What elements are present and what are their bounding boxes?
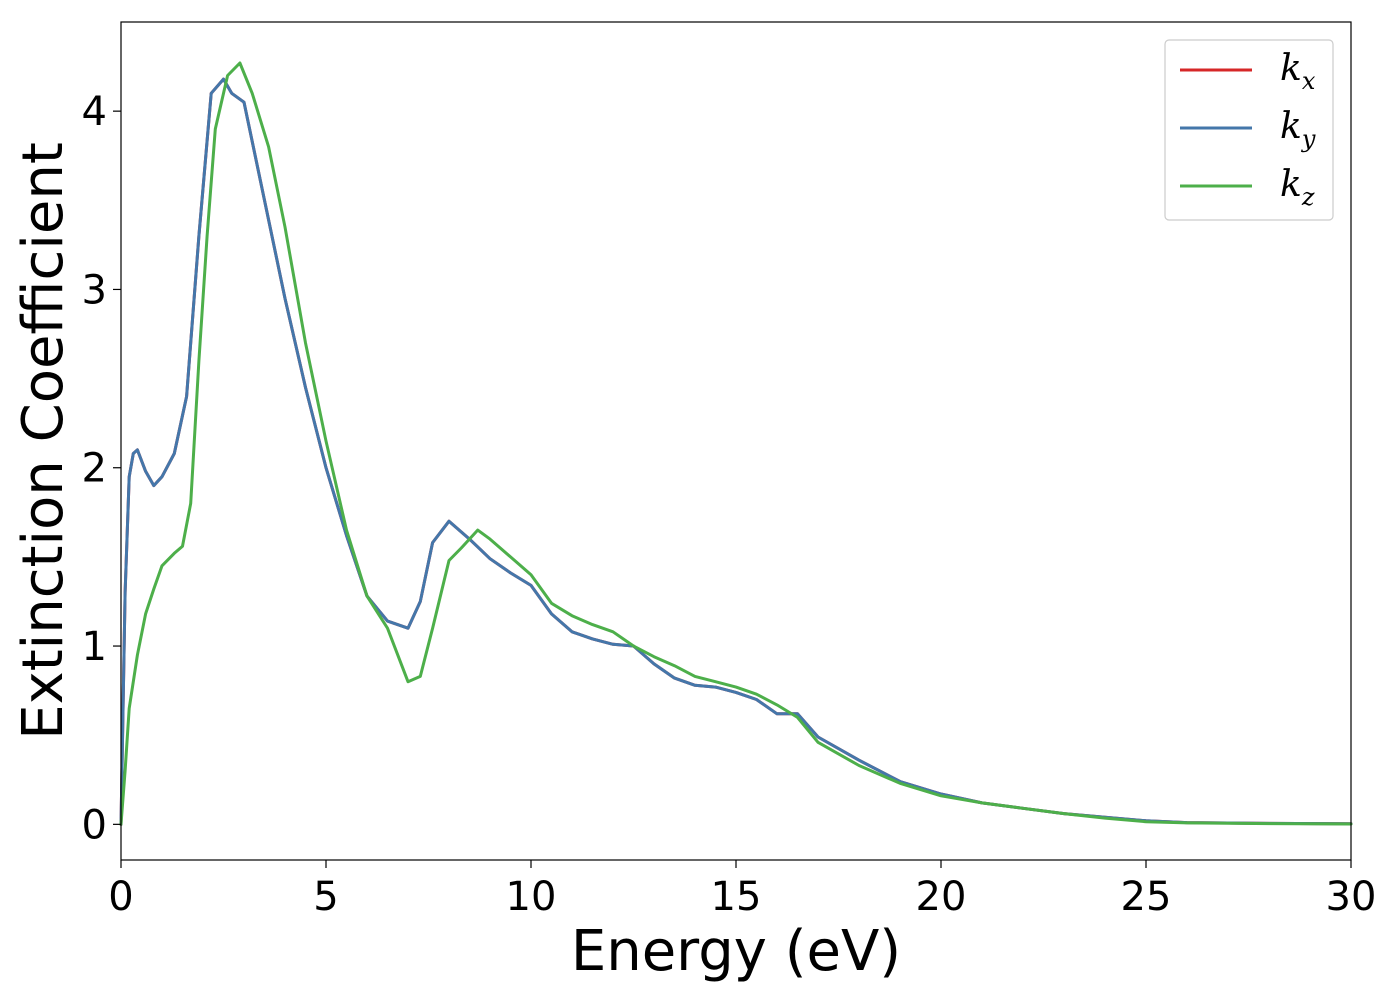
x-tick-label: 20 — [916, 874, 967, 920]
y-axis-ticks: 0 1 2 3 4 — [82, 89, 121, 848]
legend-items: kx ky kz — [1180, 48, 1316, 211]
x-tick-label: 15 — [711, 874, 762, 920]
y-axis-title: Extinction Coefficient — [11, 142, 76, 740]
legend-frame — [1164, 39, 1334, 221]
y-tick-label: 2 — [82, 446, 107, 492]
legend-label-ky: ky — [1280, 106, 1316, 153]
legend-label-kx: kx — [1280, 48, 1316, 95]
y-tick-label: 4 — [82, 89, 107, 135]
x-tick-label: 30 — [1326, 874, 1377, 920]
y-tick-label: 1 — [82, 624, 107, 670]
x-tick-label: 10 — [506, 874, 557, 920]
series-layer — [119, 61, 1353, 826]
series-line-ky — [119, 77, 1353, 826]
legend: kx ky kz — [1164, 39, 1334, 221]
x-tick-label: 0 — [108, 874, 133, 920]
legend-label-kz: kz — [1280, 164, 1315, 211]
y-tick-label: 3 — [82, 267, 107, 313]
y-tick-label: 0 — [82, 802, 107, 848]
x-tick-label: 5 — [313, 874, 338, 920]
x-axis-title: Energy (eV) — [571, 919, 901, 984]
x-tick-label: 25 — [1121, 874, 1172, 920]
series-line-kz — [119, 61, 1353, 826]
x-axis-ticks: 0 5 10 15 20 25 30 — [108, 860, 1376, 920]
